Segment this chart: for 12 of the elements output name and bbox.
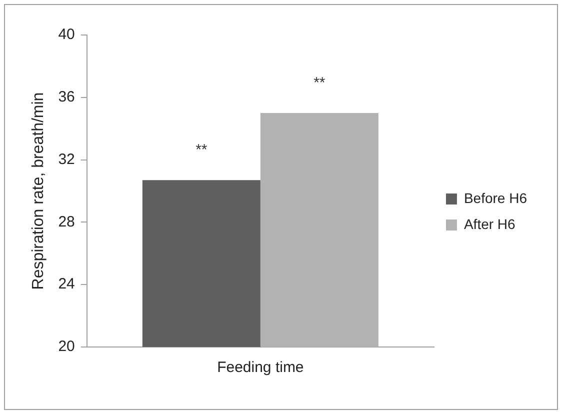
legend-label: After H6 [464,216,516,232]
y-tick-label: 20 [58,338,75,356]
x-tick-label: Feeding time [217,359,304,376]
legend-label: Before H6 [464,190,528,206]
y-tick-label: 32 [58,150,75,168]
y-tick-label: 24 [58,276,75,293]
y-tick-label: 40 [58,26,75,44]
data-label: ** [196,142,208,159]
y-tick-label: 28 [58,213,75,230]
data-label: ** [314,74,326,92]
y-axis-title: Respiration rate, breath/min [30,92,48,290]
y-tick-label: 36 [58,88,75,106]
